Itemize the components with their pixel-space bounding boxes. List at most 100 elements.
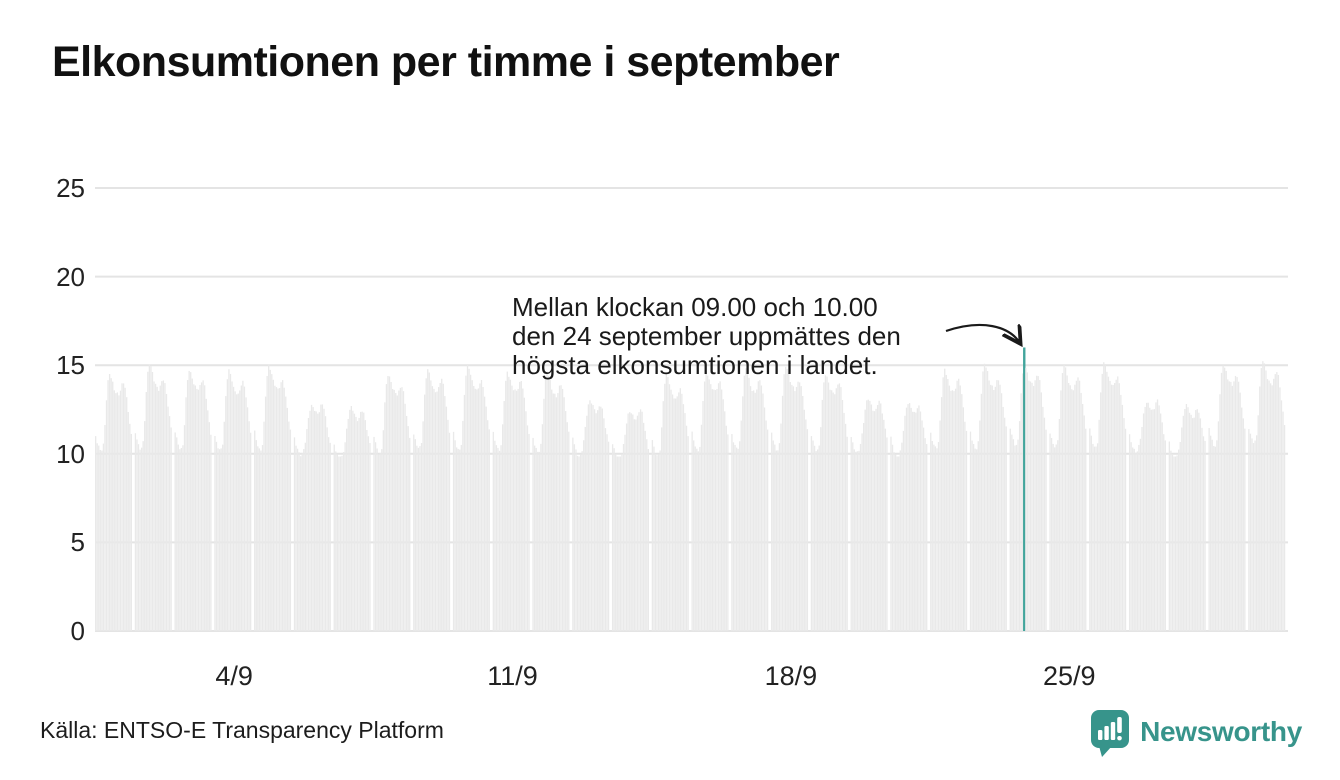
consumption-bar [919,411,922,631]
consumption-bar [994,386,997,631]
consumption-bar [795,386,798,631]
consumption-bar [563,397,565,631]
consumption-bar [788,372,790,631]
consumption-bar [742,396,744,631]
consumption-bar [140,447,143,631]
consumption-bar [905,407,908,631]
consumption-bar [566,422,568,631]
consumption-bar [1077,377,1079,631]
consumption-bar [414,439,416,631]
consumption-bar [1110,384,1113,631]
consumption-bar [765,420,767,631]
consumption-bar [194,385,197,631]
consumption-bar [447,419,449,631]
consumption-bar [320,404,322,631]
consumption-bar [231,381,233,631]
consumption-bar [452,431,455,631]
brand-logo: Newsworthy [1089,706,1302,758]
consumption-bar [154,383,157,631]
consumption-bar [901,442,903,631]
consumption-bar [681,393,683,631]
consumption-bar [841,399,844,631]
consumption-bar [118,395,120,631]
consumption-bar [915,412,917,631]
newsworthy-chart-bubble-icon [1091,710,1130,757]
consumption-bar [558,385,561,631]
consumption-bar [1164,440,1166,631]
consumption-bar [1213,446,1215,631]
consumption-bar [1034,380,1036,631]
consumption-bar [196,388,198,631]
consumption-bar [740,420,742,631]
consumption-bar [817,449,819,631]
consumption-bar [1057,440,1059,631]
consumption-bar [174,432,176,631]
consumption-bar [1118,383,1120,631]
consumption-bar [1063,364,1065,631]
consumption-bar [225,396,227,631]
consumption-bar [1135,452,1137,631]
consumption-bar [188,370,190,631]
consumption-bar [1133,448,1135,631]
consumption-bar [98,445,100,631]
consumption-bar [204,385,206,631]
consumption-bar [771,432,773,631]
consumption-bar [578,456,580,631]
consumption-bar [633,419,636,631]
consumption-bar [734,444,736,631]
consumption-bar [687,436,689,631]
consumption-bar [145,392,147,631]
consumption-bar [829,389,831,631]
consumption-bar [295,445,297,631]
consumption-bar [575,449,577,631]
consumption-bar [387,375,389,631]
consumption-bar [872,410,874,631]
consumption-bar [664,383,666,631]
consumption-bar [838,383,841,631]
consumption-bar [1283,425,1286,631]
consumption-bar [965,430,968,631]
consumption-bar [503,401,505,631]
consumption-bar [1142,413,1145,631]
consumption-bar [1156,399,1159,631]
consumption-bar [735,447,738,631]
consumption-bar [777,450,779,631]
consumption-bar [190,372,192,631]
consumption-bar [156,386,158,631]
consumption-bar [367,436,370,631]
consumption-bar [1159,413,1162,631]
consumption-bar [676,396,678,631]
consumption-bar [979,420,981,631]
consumption-bar [936,448,938,631]
consumption-bar [942,377,944,631]
consumption-bar [1002,406,1004,631]
consumption-bar [844,423,847,631]
consumption-bar [541,424,544,631]
highlight-bar [1023,347,1026,631]
consumption-bar [1005,426,1007,631]
consumption-bar [1201,427,1203,631]
consumption-bar [101,450,103,631]
consumption-bar [407,426,409,631]
consumption-bar [846,436,848,631]
consumption-bar [934,446,937,631]
consumption-bar [972,444,975,631]
consumption-bar [606,434,608,631]
consumption-bar [958,378,960,631]
consumption-bar [393,389,395,631]
consumption-bar [1225,370,1227,631]
consumption-bar [751,391,753,631]
consumption-bar [425,378,427,631]
consumption-bar [240,385,242,631]
consumption-bar [364,420,366,631]
consumption-bar [126,397,128,631]
consumption-bar [912,411,914,631]
consumption-bar [258,448,261,631]
consumption-bar [798,382,801,631]
consumption-bar [469,374,472,631]
consumption-bar [323,408,325,631]
consumption-bar [653,446,655,631]
consumption-bar [931,441,933,631]
consumption-bar [321,404,324,631]
consumption-bar [99,449,101,631]
